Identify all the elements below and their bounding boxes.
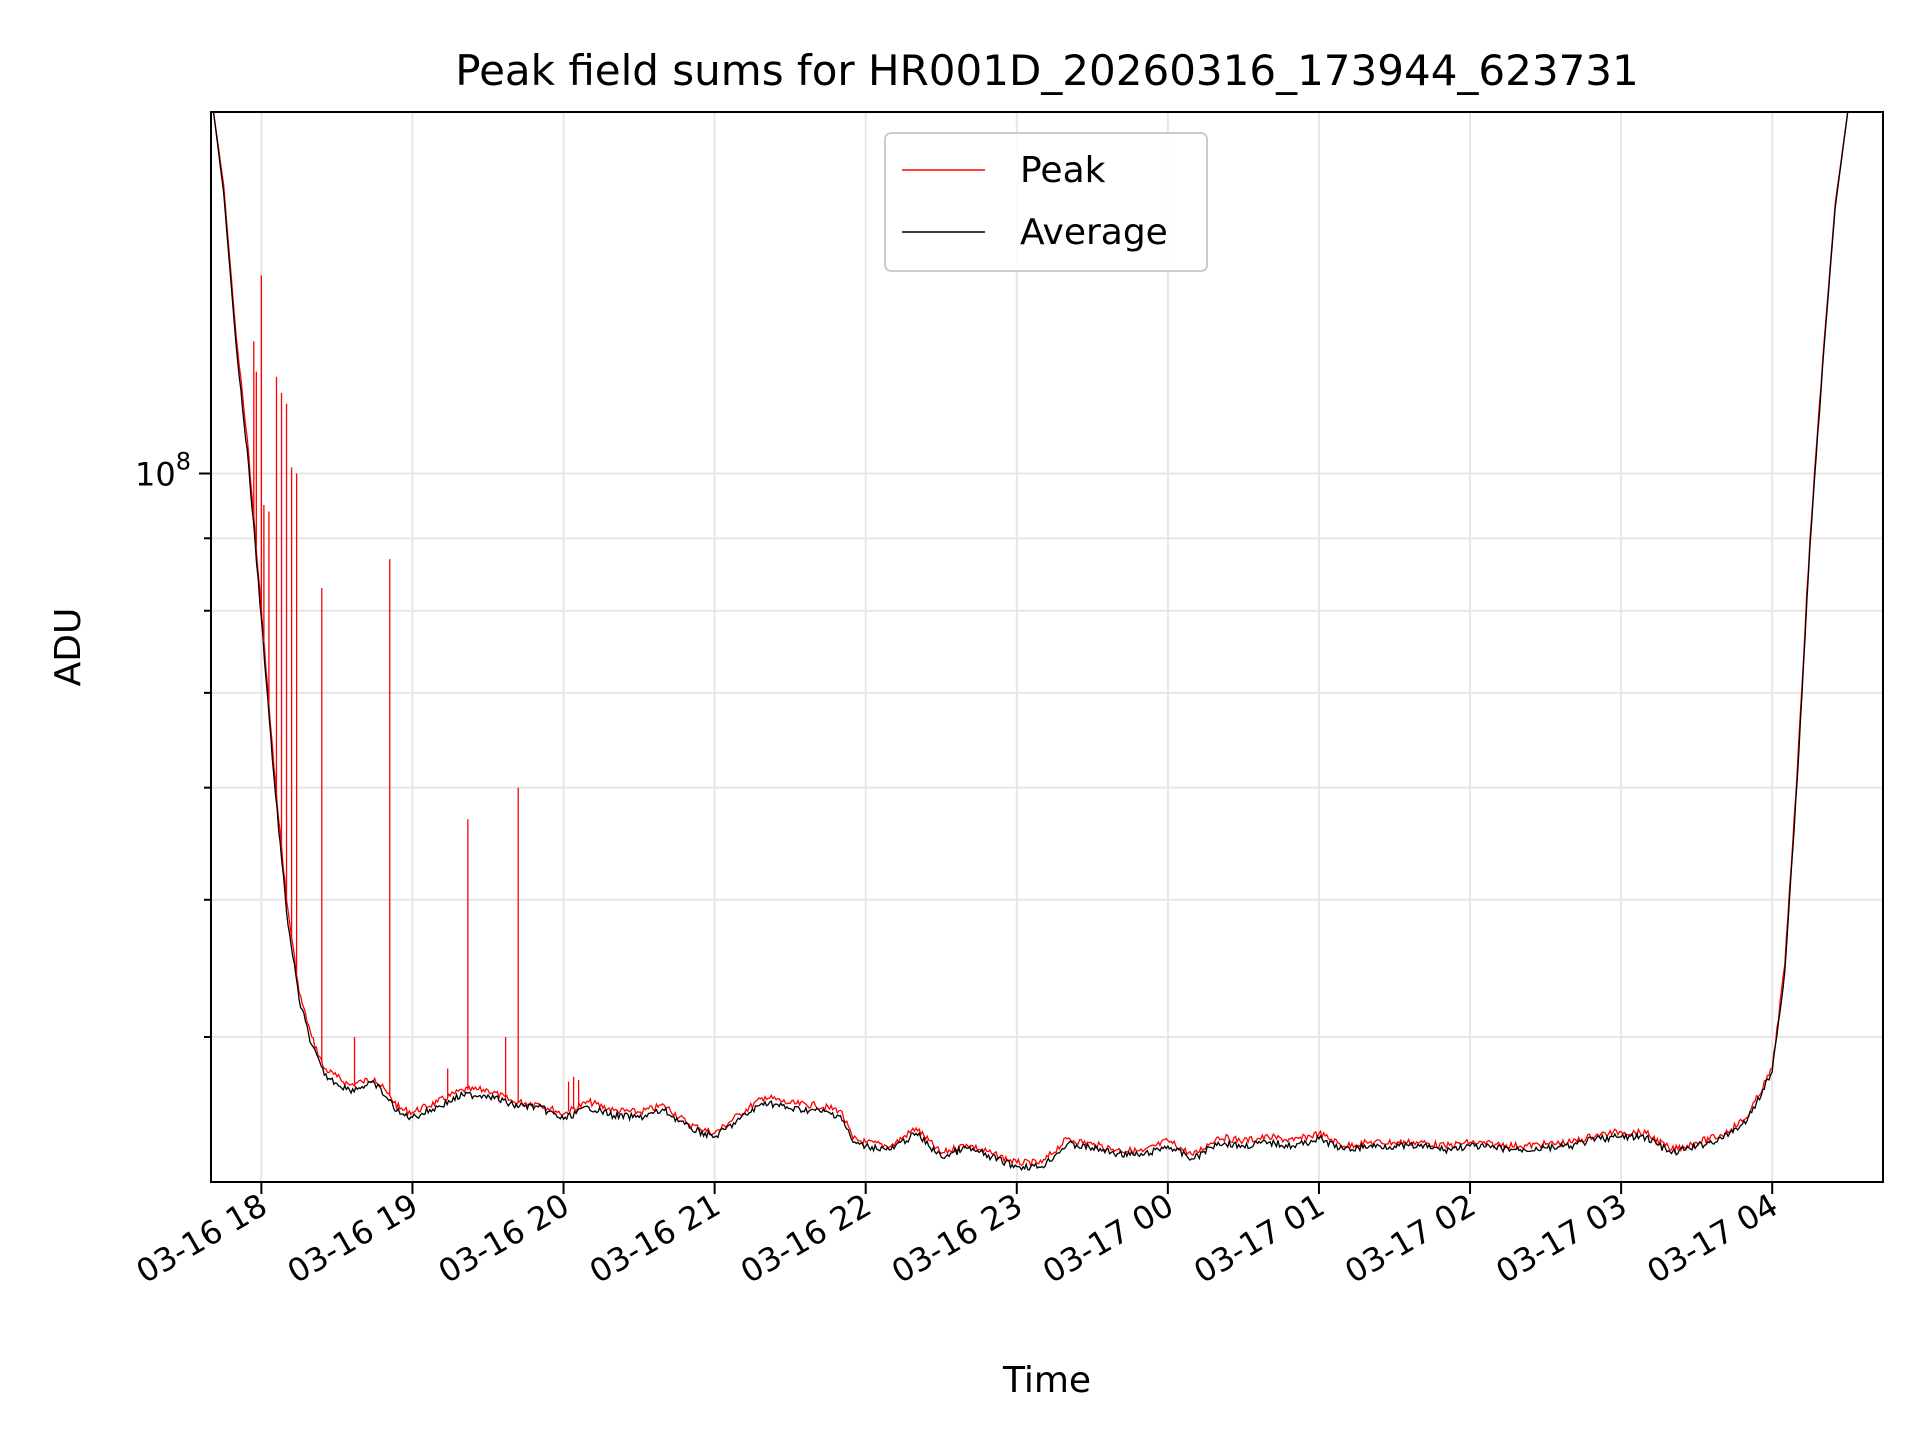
- legend-label-average: Average: [1020, 212, 1168, 253]
- legend-box: [884, 132, 1208, 272]
- legend-label-peak: Peak: [1020, 150, 1106, 191]
- series-line-average: [212, 112, 1873, 1172]
- legend: Peak Average: [884, 132, 1208, 272]
- series-line-peak: [212, 112, 1873, 1169]
- chart-title: Peak field sums for HR001D_20260316_1739…: [455, 46, 1639, 95]
- plot-frame: [210, 111, 1884, 1183]
- grid: [211, 112, 1883, 1182]
- y-axis-label: ADU: [48, 608, 89, 687]
- x-axis-label: Time: [1002, 1360, 1091, 1401]
- series-layer: [212, 112, 1873, 1172]
- y-axis-ticks: 108: [135, 447, 211, 1039]
- y-tick-label: 108: [135, 447, 191, 493]
